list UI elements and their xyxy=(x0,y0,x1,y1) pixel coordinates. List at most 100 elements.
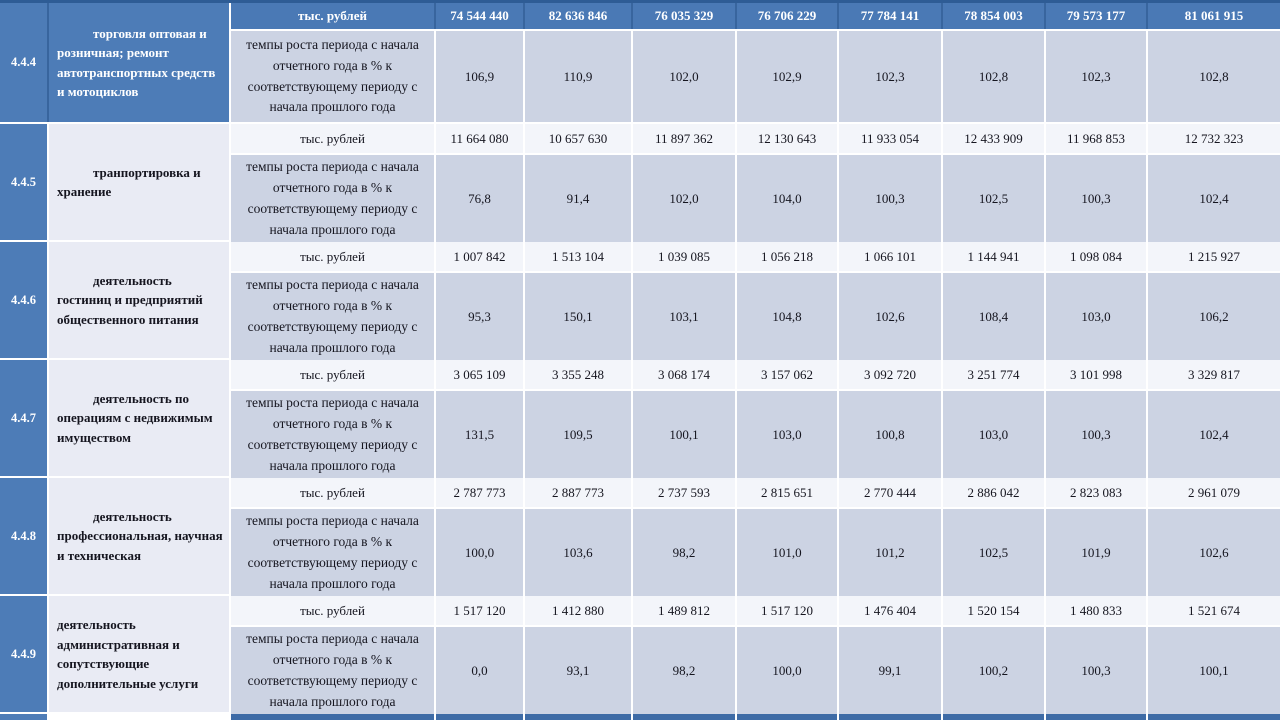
rub-value: 82 636 846 xyxy=(525,3,631,29)
growth-row: темпы роста периода с начала отчетного г… xyxy=(231,509,1280,597)
row-number: 4.4.9 xyxy=(0,596,49,712)
row-number: 4.4.8 xyxy=(0,478,49,594)
growth-value: 100,3 xyxy=(1046,155,1146,243)
growth-value: 103,6 xyxy=(525,509,631,597)
category-label: торговля оптовая и розничная; ремонт авт… xyxy=(57,25,216,100)
growth-value: 99,1 xyxy=(839,627,941,715)
rub-row: тыс. рублей 74 544 440 82 636 846 76 035… xyxy=(231,3,1280,29)
growth-value: 103,1 xyxy=(633,273,735,361)
metric-label-rub: тыс. рублей xyxy=(231,596,434,625)
category-label: транпортировка и хранение xyxy=(57,164,201,200)
row-group-data: тыс. рублей 74 544 440 82 636 846 76 035… xyxy=(231,3,1280,122)
growth-row: темпы роста периода с начала отчетного г… xyxy=(231,391,1280,479)
table-row-group-4-4-6: 4.4.6 деятельность гостиниц и предприяти… xyxy=(0,242,1280,361)
rub-value: 3 355 248 xyxy=(525,360,631,389)
category-cell: деятельность гостиниц и предприятий обще… xyxy=(49,242,231,358)
growth-value: 131,5 xyxy=(436,391,523,479)
rub-value: 76 035 329 xyxy=(633,3,735,29)
category-cell: деятельность профессиональная, научная и… xyxy=(49,478,231,594)
growth-value: 104,0 xyxy=(737,155,837,243)
row-group-data: тыс. рублей 2 787 773 2 887 773 2 737 59… xyxy=(231,478,1280,597)
growth-value: 102,0 xyxy=(633,31,735,122)
rub-value: 2 787 773 xyxy=(436,478,523,507)
growth-row: темпы роста периода с начала отчетного г… xyxy=(231,273,1280,361)
growth-value: 102,8 xyxy=(943,31,1044,122)
table-row-group-4-4-9: 4.4.9 деятельность административная и со… xyxy=(0,596,1280,715)
rub-value: 2 961 079 xyxy=(1148,478,1280,507)
rub-value: 12 732 323 xyxy=(1148,124,1280,153)
metric-label-growth: темпы роста периода с начала отчетного г… xyxy=(231,391,434,479)
metric-label-growth: темпы роста периода с начала отчетного г… xyxy=(231,509,434,597)
table-row-group-4-4-8: 4.4.8 деятельность профессиональная, нау… xyxy=(0,478,1280,597)
next-row-cell xyxy=(943,714,1044,720)
growth-value: 102,3 xyxy=(1046,31,1146,122)
rub-value: 77 784 141 xyxy=(839,3,941,29)
growth-value: 100,1 xyxy=(633,391,735,479)
growth-value: 98,2 xyxy=(633,509,735,597)
next-row-cell xyxy=(231,714,434,720)
rub-value: 11 968 853 xyxy=(1046,124,1146,153)
growth-value: 102,8 xyxy=(1148,31,1280,122)
row-group-data: тыс. рублей 1 007 842 1 513 104 1 039 08… xyxy=(231,242,1280,361)
rub-value: 1 480 833 xyxy=(1046,596,1146,625)
row-number: 4.4.4 xyxy=(0,3,49,122)
category-cell: деятельность административная и сопутств… xyxy=(49,596,231,712)
growth-value: 76,8 xyxy=(436,155,523,243)
next-row-cell xyxy=(1148,714,1280,720)
category-label: деятельность гостиниц и предприятий обще… xyxy=(57,272,203,327)
growth-value: 106,9 xyxy=(436,31,523,122)
growth-value: 100,3 xyxy=(1046,391,1146,479)
rub-value: 1 144 941 xyxy=(943,242,1044,271)
growth-value: 110,9 xyxy=(525,31,631,122)
next-row-header-partial xyxy=(231,714,1280,720)
rub-value: 2 886 042 xyxy=(943,478,1044,507)
rub-value: 3 092 720 xyxy=(839,360,941,389)
rub-value: 3 065 109 xyxy=(436,360,523,389)
rub-value: 12 433 909 xyxy=(943,124,1044,153)
rub-value: 2 887 773 xyxy=(525,478,631,507)
rub-value: 3 251 774 xyxy=(943,360,1044,389)
growth-value: 106,2 xyxy=(1148,273,1280,361)
growth-row: темпы роста периода с начала отчетного г… xyxy=(231,155,1280,243)
metric-label-growth: темпы роста периода с начала отчетного г… xyxy=(231,627,434,715)
table-row-group-4-4-4: 4.4.4 торговля оптовая и розничная; ремо… xyxy=(0,3,1280,122)
growth-row: темпы роста периода с начала отчетного г… xyxy=(231,31,1280,122)
rub-value: 1 007 842 xyxy=(436,242,523,271)
row-group-data: тыс. рублей 1 517 120 1 412 880 1 489 81… xyxy=(231,596,1280,715)
rub-value: 1 066 101 xyxy=(839,242,941,271)
rub-value: 10 657 630 xyxy=(525,124,631,153)
rub-value: 1 517 120 xyxy=(737,596,837,625)
growth-value: 100,2 xyxy=(943,627,1044,715)
growth-value: 102,5 xyxy=(943,155,1044,243)
growth-value: 102,4 xyxy=(1148,391,1280,479)
rub-row: тыс. рублей 1 007 842 1 513 104 1 039 08… xyxy=(231,242,1280,271)
rub-value: 1 039 085 xyxy=(633,242,735,271)
growth-value: 0,0 xyxy=(436,627,523,715)
table-row-group-4-4-7: 4.4.7 деятельность по операциям с недвиж… xyxy=(0,360,1280,479)
rub-value: 1 412 880 xyxy=(525,596,631,625)
growth-value: 103,0 xyxy=(943,391,1044,479)
row-number: 4.4.5 xyxy=(0,124,49,240)
growth-value: 103,0 xyxy=(737,391,837,479)
next-table-row-partial xyxy=(0,714,1280,720)
growth-value: 100,8 xyxy=(839,391,941,479)
metric-label-rub: тыс. рублей xyxy=(231,124,434,153)
rub-value: 2 815 651 xyxy=(737,478,837,507)
row-group-data: тыс. рублей 11 664 080 10 657 630 11 897… xyxy=(231,124,1280,243)
rub-value: 79 573 177 xyxy=(1046,3,1146,29)
metric-label-growth: темпы роста периода с начала отчетного г… xyxy=(231,155,434,243)
growth-value: 93,1 xyxy=(525,627,631,715)
rub-value: 78 854 003 xyxy=(943,3,1044,29)
growth-value: 98,2 xyxy=(633,627,735,715)
row-number: 4.4.6 xyxy=(0,242,49,358)
growth-value: 101,0 xyxy=(737,509,837,597)
rub-value: 76 706 229 xyxy=(737,3,837,29)
growth-value: 100,0 xyxy=(436,509,523,597)
rub-value: 74 544 440 xyxy=(436,3,523,29)
rub-value: 1 489 812 xyxy=(633,596,735,625)
metric-label-rub: тыс. рублей xyxy=(231,360,434,389)
next-row-number-partial xyxy=(0,714,49,720)
metric-label-growth: темпы роста периода с начала отчетного г… xyxy=(231,273,434,361)
growth-value: 101,9 xyxy=(1046,509,1146,597)
